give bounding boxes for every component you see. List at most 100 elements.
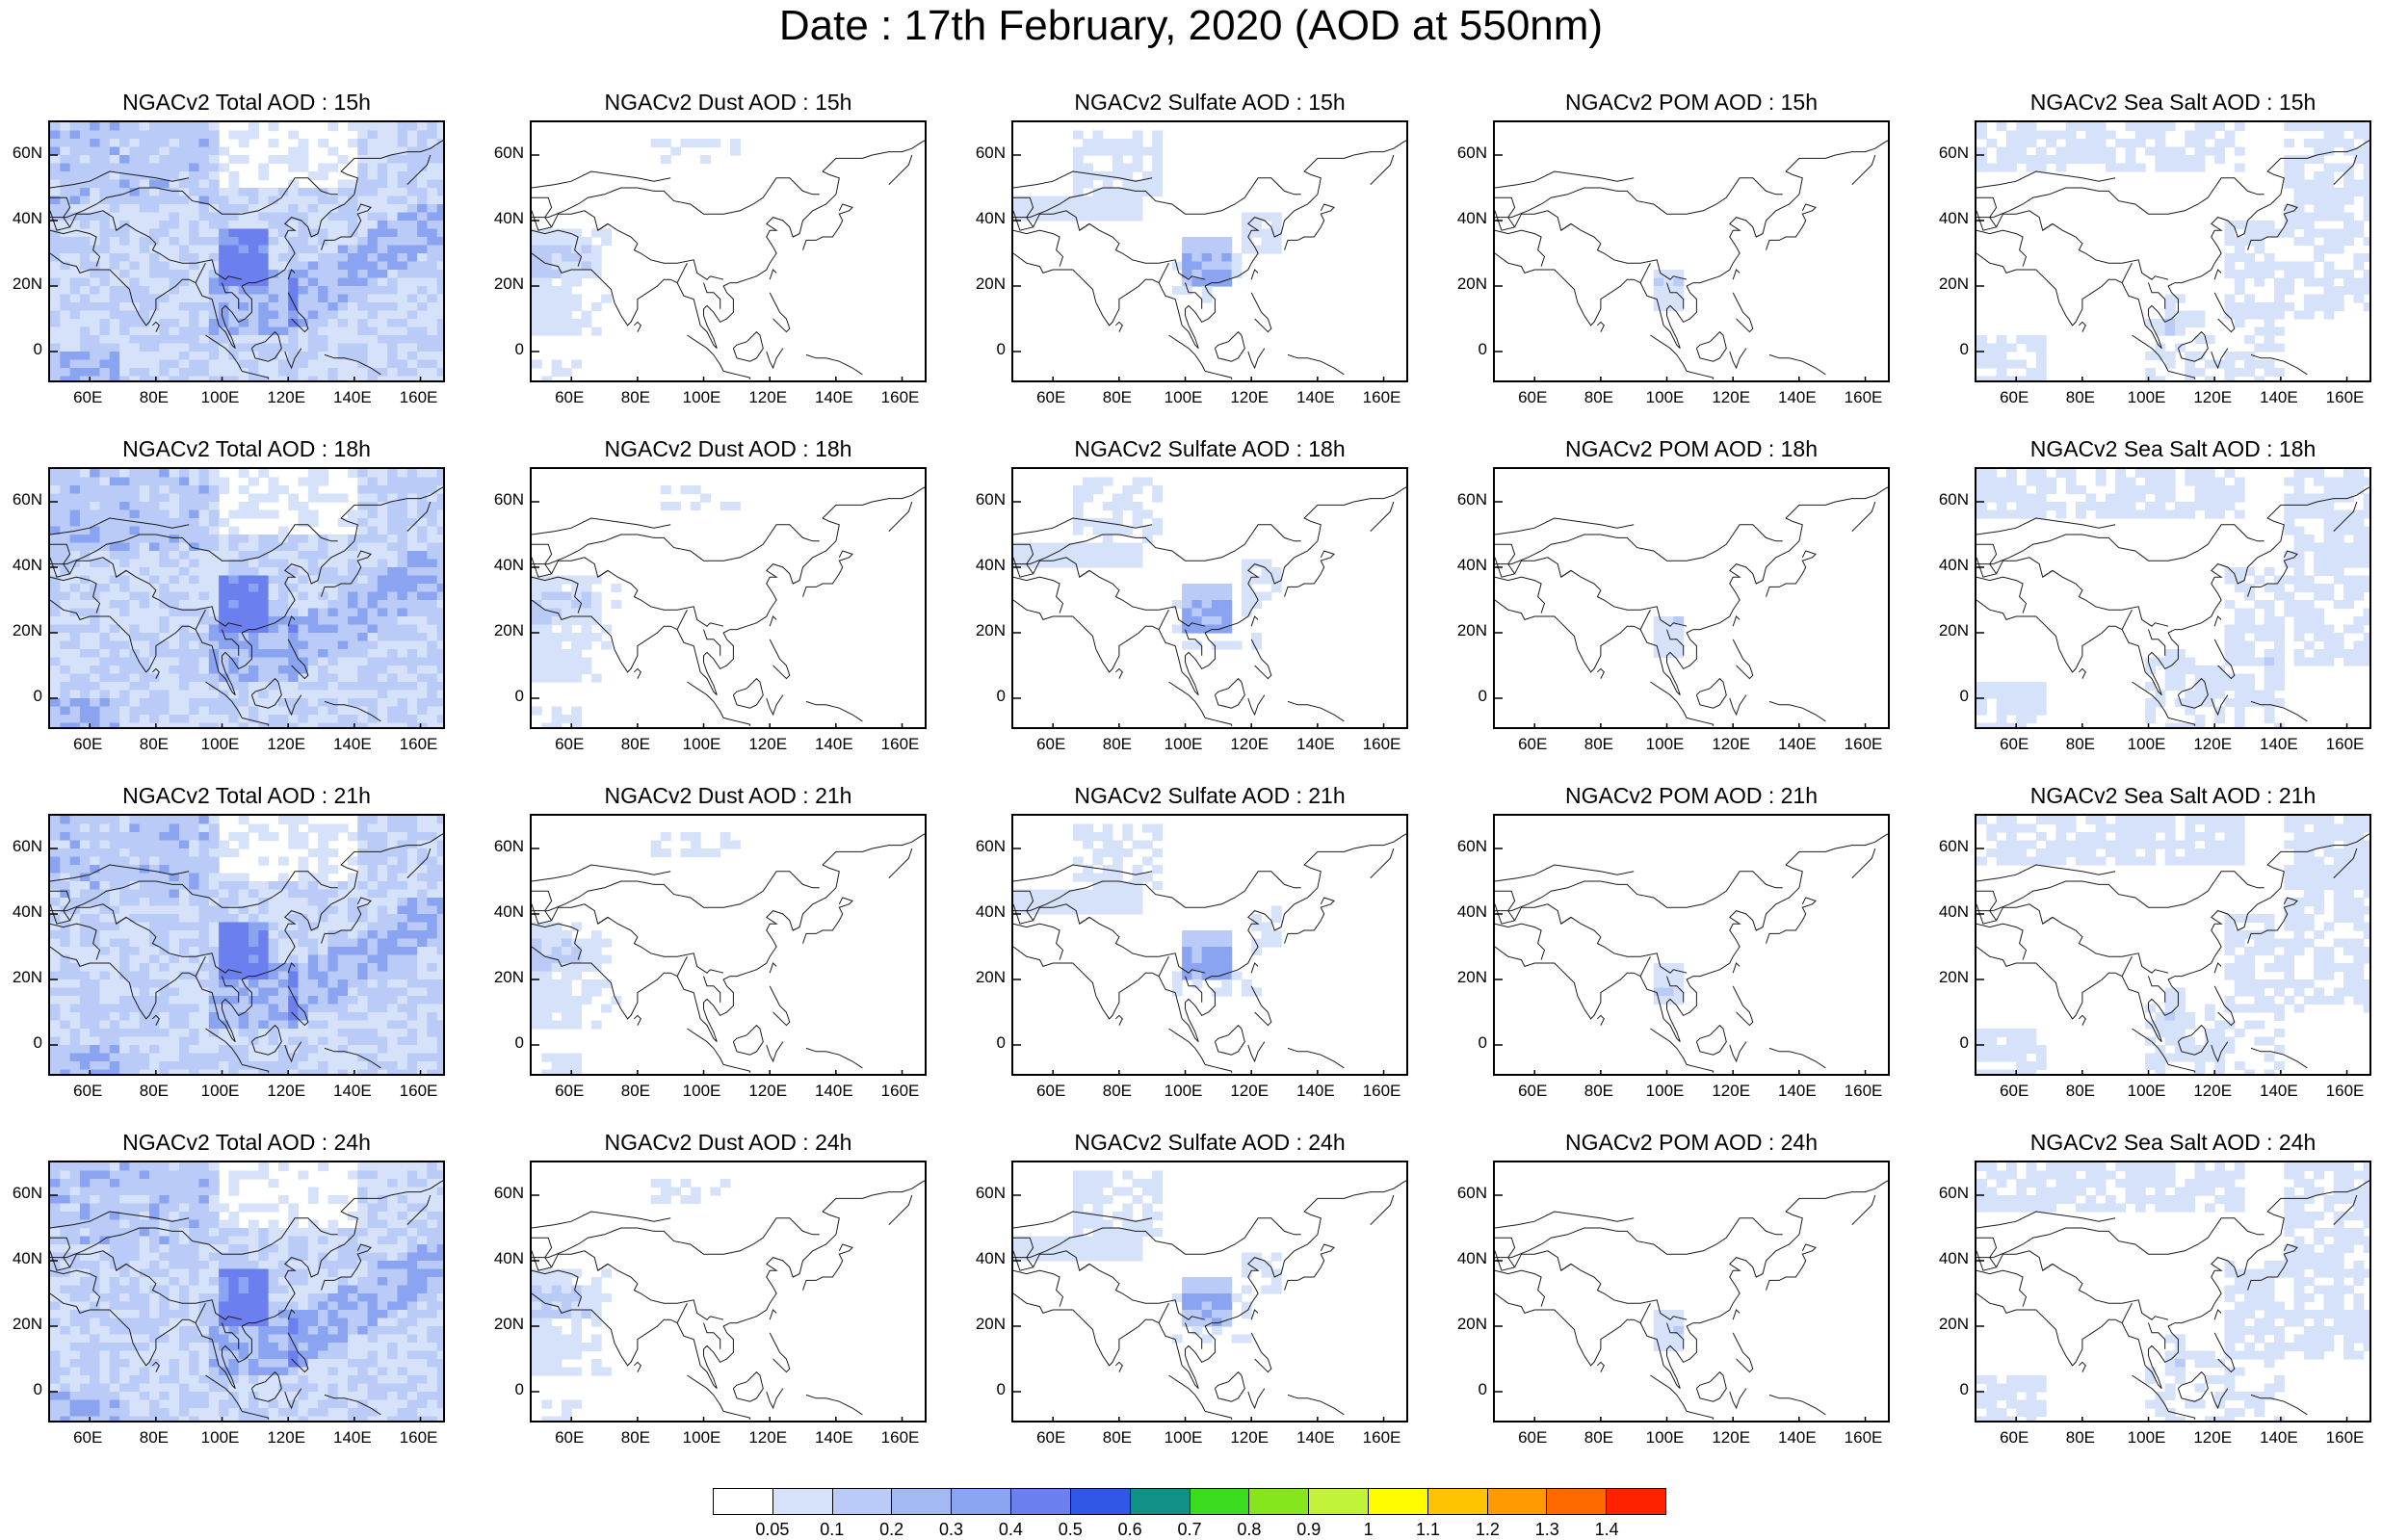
lat-tick-label: 40N bbox=[485, 902, 524, 922]
lon-tick-label: 60E bbox=[1022, 1428, 1080, 1448]
lon-tick-label: 140E bbox=[1768, 1082, 1826, 1101]
lat-tick-label: 0 bbox=[967, 687, 1006, 706]
lon-tick-label: 80E bbox=[2052, 388, 2109, 407]
aod-shading bbox=[532, 1179, 731, 1423]
lon-tick-label: 120E bbox=[1220, 1428, 1278, 1448]
lon-tick-label: 160E bbox=[390, 1428, 448, 1448]
lon-tick-label: 80E bbox=[1570, 1428, 1628, 1448]
lon-tick-label: 100E bbox=[1636, 1082, 1694, 1101]
lat-tick-label: 0 bbox=[967, 1033, 1006, 1053]
lon-tick-label: 140E bbox=[324, 1082, 381, 1101]
lat-tick-label: 0 bbox=[485, 687, 524, 706]
aod-shading bbox=[532, 832, 741, 1076]
map-panel bbox=[1011, 1161, 1408, 1423]
colorbar-swatch bbox=[1249, 1489, 1309, 1514]
map-canvas bbox=[1495, 469, 1890, 729]
lon-tick-label: 160E bbox=[872, 735, 929, 754]
lon-tick-label: 160E bbox=[390, 1082, 448, 1101]
lon-tick-label: 60E bbox=[1504, 735, 1561, 754]
lon-tick-label: 60E bbox=[1504, 1082, 1561, 1101]
lon-tick-label: 80E bbox=[1570, 388, 1628, 407]
lon-tick-label: 120E bbox=[739, 735, 797, 754]
lon-tick-label: 60E bbox=[1504, 1428, 1561, 1448]
lat-tick-label: 60N bbox=[4, 144, 42, 163]
map-panel bbox=[1975, 120, 2371, 382]
lon-tick-label: 100E bbox=[192, 1428, 249, 1448]
lon-tick-label: 60E bbox=[1985, 735, 2043, 754]
lon-tick-label: 140E bbox=[324, 1428, 381, 1448]
lon-tick-label: 160E bbox=[2317, 1428, 2374, 1448]
colorbar-swatch bbox=[1071, 1489, 1131, 1514]
lat-tick-label: 0 bbox=[1930, 1033, 1969, 1053]
colorbar-swatch bbox=[1428, 1489, 1488, 1514]
map-panel bbox=[1975, 1161, 2371, 1423]
lon-tick-label: 140E bbox=[805, 735, 863, 754]
lat-tick-label: 0 bbox=[4, 687, 42, 706]
lat-tick-label: 60N bbox=[1449, 1184, 1487, 1203]
map-canvas bbox=[1495, 816, 1890, 1076]
lat-tick-label: 20N bbox=[1930, 274, 1969, 294]
lon-tick-label: 60E bbox=[1022, 1082, 1080, 1101]
map-panel bbox=[1493, 467, 1890, 729]
aod-shading bbox=[50, 469, 445, 729]
lon-tick-label: 120E bbox=[257, 735, 315, 754]
lat-tick-label: 60N bbox=[967, 490, 1006, 509]
map-panel bbox=[530, 120, 927, 382]
lon-tick-label: 100E bbox=[673, 1428, 731, 1448]
lon-tick-label: 120E bbox=[1220, 1082, 1278, 1101]
aod-shading bbox=[1976, 816, 2371, 1076]
panel-title: NGACv2 Total AOD : 15h bbox=[19, 90, 474, 116]
lon-tick-label: 140E bbox=[1768, 388, 1826, 407]
panel-title: NGACv2 Sulfate AOD : 21h bbox=[982, 783, 1437, 809]
map-canvas bbox=[1013, 469, 1408, 729]
colorbar-swatch bbox=[1607, 1489, 1665, 1514]
colorbar-swatch bbox=[1547, 1489, 1607, 1514]
lat-tick-label: 40N bbox=[4, 556, 42, 575]
map-canvas bbox=[50, 816, 445, 1076]
map-canvas bbox=[532, 122, 927, 382]
lon-tick-label: 60E bbox=[1022, 388, 1080, 407]
lon-tick-label: 160E bbox=[1353, 1428, 1411, 1448]
lon-tick-label: 60E bbox=[1504, 388, 1561, 407]
lat-tick-label: 20N bbox=[967, 274, 1006, 294]
colorbar-swatch bbox=[714, 1489, 773, 1514]
panel-title: NGACv2 Dust AOD : 18h bbox=[501, 436, 955, 462]
lon-tick-label: 120E bbox=[2184, 1428, 2241, 1448]
lon-tick-label: 100E bbox=[2118, 735, 2176, 754]
colorbar-swatch bbox=[1369, 1489, 1428, 1514]
lat-tick-label: 40N bbox=[485, 1249, 524, 1268]
lat-tick-label: 0 bbox=[1930, 1380, 1969, 1399]
lon-tick-label: 80E bbox=[1088, 735, 1146, 754]
panel-title: NGACv2 Dust AOD : 21h bbox=[501, 783, 955, 809]
lon-tick-label: 100E bbox=[1155, 388, 1213, 407]
lon-tick-label: 80E bbox=[1570, 735, 1628, 754]
lon-tick-label: 100E bbox=[1636, 1428, 1694, 1448]
lon-tick-label: 100E bbox=[2118, 1428, 2176, 1448]
panel-title: NGACv2 Sulfate AOD : 18h bbox=[982, 436, 1437, 462]
lon-tick-label: 160E bbox=[2317, 735, 2374, 754]
lon-tick-label: 100E bbox=[1155, 1428, 1213, 1448]
lon-tick-label: 140E bbox=[2250, 1082, 2308, 1101]
lon-tick-label: 100E bbox=[673, 735, 731, 754]
lat-tick-label: 60N bbox=[485, 490, 524, 509]
lon-tick-label: 160E bbox=[390, 735, 448, 754]
lat-tick-label: 40N bbox=[1930, 556, 1969, 575]
lon-tick-label: 160E bbox=[1835, 388, 1893, 407]
lat-tick-label: 60N bbox=[485, 1184, 524, 1203]
lon-tick-label: 120E bbox=[739, 388, 797, 407]
aod-shading bbox=[1976, 469, 2371, 729]
lon-tick-label: 80E bbox=[2052, 1428, 2109, 1448]
lon-tick-label: 120E bbox=[257, 1082, 315, 1101]
colorbar-swatch bbox=[1011, 1489, 1071, 1514]
lat-tick-label: 20N bbox=[967, 968, 1006, 987]
panel-title: NGACv2 Sea Salt AOD : 18h bbox=[1946, 436, 2382, 462]
lat-tick-label: 60N bbox=[1449, 837, 1487, 856]
lon-tick-label: 120E bbox=[1702, 1428, 1760, 1448]
lon-tick-label: 120E bbox=[1220, 388, 1278, 407]
map-canvas bbox=[50, 1162, 445, 1423]
lat-tick-label: 20N bbox=[1449, 968, 1487, 987]
panel-title: NGACv2 Sulfate AOD : 24h bbox=[982, 1130, 1437, 1156]
lat-tick-label: 20N bbox=[1930, 621, 1969, 640]
lon-tick-label: 140E bbox=[1768, 735, 1826, 754]
colorbar-swatch bbox=[892, 1489, 952, 1514]
